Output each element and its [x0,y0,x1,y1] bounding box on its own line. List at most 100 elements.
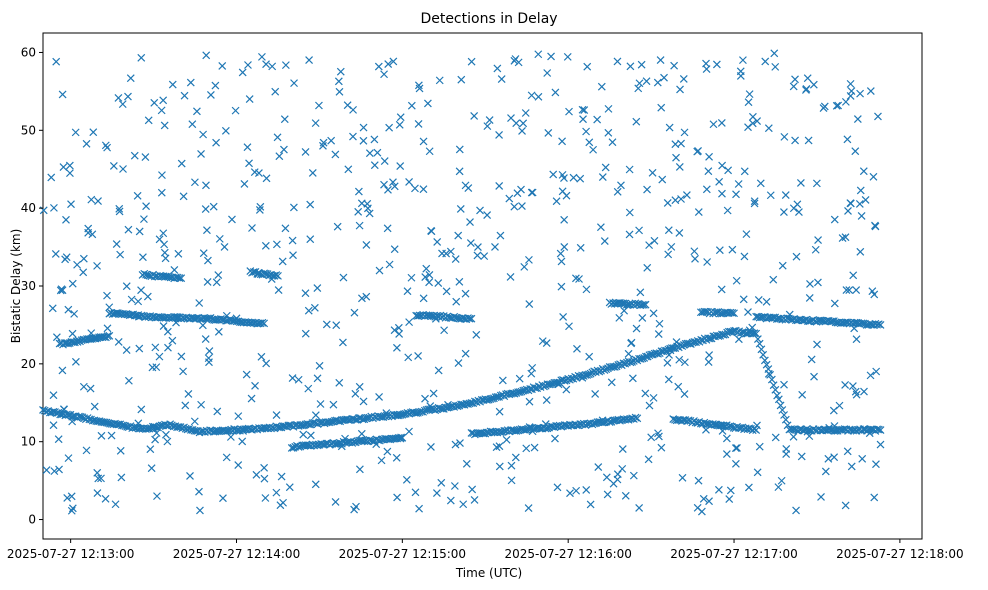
detection-point [804,136,813,145]
detection-point [636,288,645,297]
detection-point [427,443,435,451]
detection-point [506,273,515,281]
detection-point [859,167,868,176]
detection-point [491,243,499,251]
detection-point [625,165,634,174]
detection-point [847,462,856,471]
detection-point [214,327,223,336]
detection-point [58,90,67,99]
detection-point [718,330,726,339]
detection-point [137,286,145,295]
detection-point [190,417,199,426]
detection-point [258,318,267,327]
detection-point [653,78,662,87]
detection-point [421,394,429,403]
detection-point [419,137,428,146]
detection-point [733,443,741,452]
detection-point [175,274,184,282]
detection-point [846,79,855,88]
detection-point [559,313,568,321]
detection-point [58,366,67,375]
detection-point [204,256,212,265]
detection-point [762,360,771,369]
detection-point [332,321,341,330]
detection-point [201,205,210,213]
detection-point [122,282,131,291]
detection-point [393,493,402,502]
detection-point [814,278,822,287]
detection-point [558,187,567,196]
detection-point [558,137,567,146]
detection-point [442,287,451,296]
detection-point [281,224,290,233]
detection-point [280,145,288,154]
detection-point [483,122,492,131]
detection-point [846,199,855,208]
detection-point [203,278,212,286]
x-axis-ticks: 2025-07-27 12:13:00 2025-07-27 12:14:00 20… [7,539,964,561]
detection-point [451,440,460,449]
detection-point [141,153,150,161]
detection-point [331,150,340,159]
detection-point [335,87,344,96]
detection-point [144,116,153,125]
detection-point [791,136,800,145]
detection-point [354,207,363,216]
detection-point [257,52,266,61]
detection-point [744,123,752,132]
detection-point [703,258,712,266]
detection-point [492,443,501,452]
detection-point [226,433,235,441]
detection-point [209,202,218,211]
detection-point [161,430,170,439]
detection-point [789,82,798,91]
detection-point [373,148,382,157]
detection-point [103,143,112,152]
detection-point [392,453,401,462]
detection-point [855,199,864,208]
detection-point [248,224,256,232]
detection-point [50,203,58,212]
detection-point [517,202,526,211]
detection-point [866,87,875,95]
detection-point [190,178,199,187]
detection-point [769,275,778,284]
detection-point [143,292,152,301]
detection-point [742,230,751,239]
detection-marks [39,49,885,516]
detection-point [311,119,320,128]
detection-point [133,191,142,200]
detection-point [195,299,204,307]
detection-point [781,415,790,424]
detection-point [856,247,865,256]
detection-point [677,195,685,203]
detection-point [853,115,862,123]
detection-point [466,218,474,226]
detection-point [473,251,482,260]
detection-point [355,221,364,230]
detection-point [544,129,553,137]
detection-point [56,286,65,295]
detection-point [579,115,587,124]
detection-point [212,138,220,147]
detection-point [722,434,731,443]
detection-point [174,249,183,258]
detection-point [114,338,123,346]
detection-point [704,358,713,366]
detection-point [385,260,394,269]
detection-point [66,169,74,178]
detection-point [109,162,118,170]
detection-point [547,52,555,61]
detection-point [211,81,220,90]
detection-point [267,424,275,433]
detection-point [807,355,816,364]
detection-point [411,184,419,193]
detection-point [349,132,357,141]
detection-point [450,482,459,490]
detection-point [58,286,67,295]
detection-point [73,260,82,269]
detection-point [260,319,269,328]
detection-point [792,252,801,261]
detection-point [485,116,494,124]
detection-point [591,390,600,398]
